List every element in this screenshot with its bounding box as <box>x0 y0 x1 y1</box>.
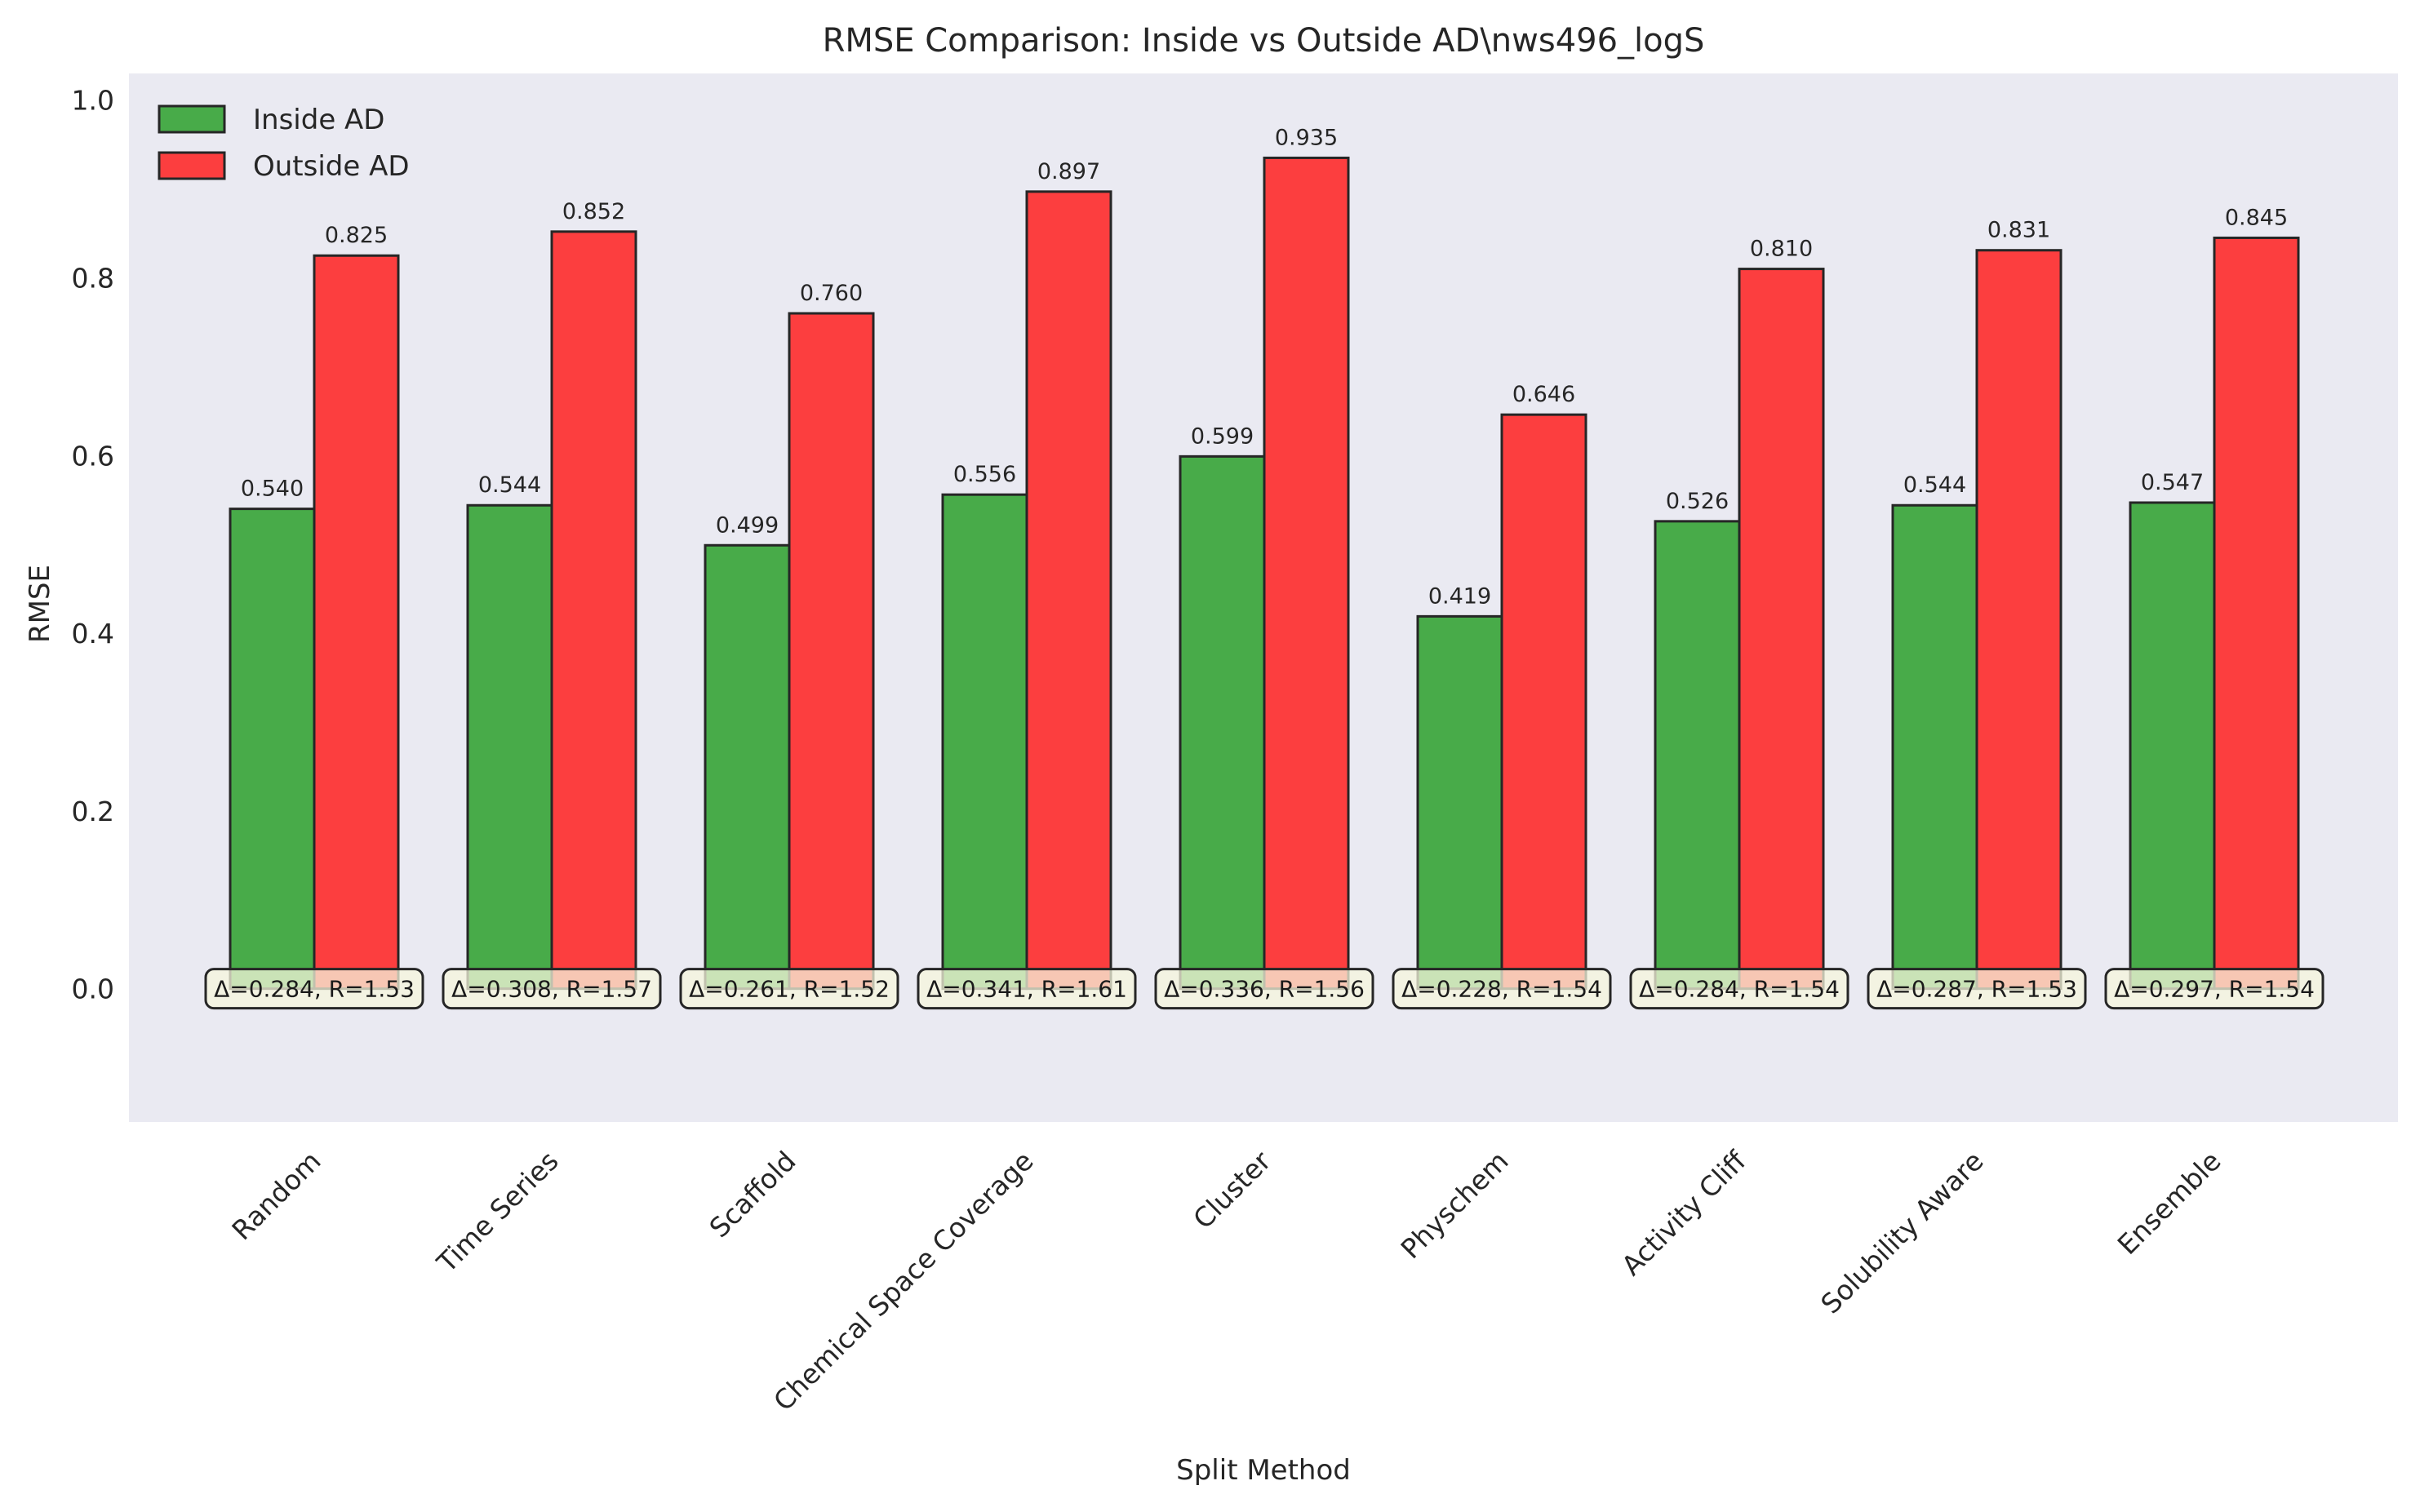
y-tick-label: 0.4 <box>72 618 114 650</box>
bars-layer <box>229 156 2300 991</box>
bar-outside <box>550 230 637 991</box>
bar-inside <box>941 493 1028 991</box>
y-tick-label: 0.2 <box>72 796 114 827</box>
x-axis-label: Split Method <box>1176 1454 1351 1487</box>
annotation-text: Δ=0.341, R=1.61 <box>926 976 1127 1003</box>
bar-value-label-outside: 0.852 <box>562 199 625 224</box>
bar-inside <box>704 543 791 991</box>
bar-value-label-inside: 0.547 <box>2141 470 2204 495</box>
annotation-box <box>204 968 424 1010</box>
legend-swatch-inside <box>158 104 226 134</box>
legend-swatch-outside <box>158 151 226 180</box>
bar-outside <box>1975 249 2063 991</box>
annotation-text: Δ=0.287, R=1.53 <box>1876 976 2077 1003</box>
bar-inside <box>1179 454 1266 991</box>
chart-title: RMSE Comparison: Inside vs Outside AD\nw… <box>823 22 1705 60</box>
bar-outside <box>788 312 875 991</box>
y-tick-label: 0.0 <box>72 973 114 1005</box>
annotation-box <box>2104 968 2325 1010</box>
annotation-box <box>917 968 1137 1010</box>
bar-outside <box>1263 156 1350 991</box>
bar-value-label-outside: 0.831 <box>1987 218 2050 243</box>
bar-inside <box>1416 614 1503 991</box>
bar-value-label-outside: 0.646 <box>1512 382 1575 407</box>
annotation-box <box>1392 968 1612 1010</box>
annotation-box <box>442 968 662 1010</box>
annotation-text: Δ=0.336, R=1.56 <box>1164 976 1365 1003</box>
annotation-text: Δ=0.284, R=1.54 <box>1639 976 1840 1003</box>
bar-value-label-inside: 0.599 <box>1191 423 1254 449</box>
bar-outside <box>2213 236 2300 991</box>
y-tick-label: 1.0 <box>72 85 114 117</box>
bar-inside <box>229 508 316 991</box>
bar-value-label-inside: 0.499 <box>716 512 779 538</box>
bar-outside <box>1738 268 1825 991</box>
bar-inside <box>2129 501 2216 991</box>
annotation-box <box>679 968 899 1010</box>
bar-value-label-inside: 0.419 <box>1428 583 1491 609</box>
bar-value-label-outside: 0.935 <box>1275 125 1338 150</box>
legend: Inside AD Outside AD <box>158 104 410 183</box>
legend-label-outside: Outside AD <box>253 150 410 183</box>
annotation-box <box>1154 968 1374 1010</box>
bar-inside <box>466 503 553 991</box>
y-axis-label: RMSE <box>24 565 56 643</box>
bar-inside <box>1891 503 1978 991</box>
legend-label-inside: Inside AD <box>253 104 384 136</box>
y-tick-label: 0.8 <box>72 262 114 294</box>
annotation-text: Δ=0.297, R=1.54 <box>2114 976 2315 1003</box>
bar-value-label-outside: 0.825 <box>325 223 388 248</box>
bar-value-label-inside: 0.544 <box>478 472 541 498</box>
y-tick-label: 0.6 <box>72 440 114 472</box>
bar-outside <box>1025 190 1112 991</box>
value-labels-layer: 0.540 0.825 0.544 0.852 0.499 0.760 0.556 0.897… <box>241 125 2288 609</box>
annotation-box <box>1867 968 2087 1010</box>
annotation-text: Δ=0.261, R=1.52 <box>689 976 890 1003</box>
bar-inside <box>1654 520 1741 991</box>
bar-outside <box>313 254 400 991</box>
bar-value-label-outside: 0.897 <box>1037 159 1100 184</box>
bar-value-label-outside: 0.810 <box>1750 237 1813 262</box>
annotations-layer: Δ=0.284, R=1.53 Δ=0.308, R=1.57 Δ=0.261, R… <box>204 968 2325 1010</box>
annotation-text: Δ=0.308, R=1.57 <box>451 976 652 1003</box>
bar-value-label-outside: 0.760 <box>800 281 863 306</box>
y-ticks-layer: 0.0 0.2 0.4 0.6 0.8 1.0 <box>72 85 114 1005</box>
bar-value-label-inside: 0.526 <box>1666 489 1729 514</box>
annotation-text: Δ=0.284, R=1.53 <box>214 976 415 1003</box>
bar-value-label-inside: 0.540 <box>241 477 304 502</box>
annotation-box <box>1629 968 1849 1010</box>
bar-value-label-inside: 0.544 <box>1903 472 1966 498</box>
annotation-text: Δ=0.228, R=1.54 <box>1401 976 1602 1003</box>
bar-value-label-inside: 0.556 <box>953 462 1016 487</box>
bar-outside <box>1500 413 1587 991</box>
bar-value-label-outside: 0.845 <box>2225 205 2288 230</box>
